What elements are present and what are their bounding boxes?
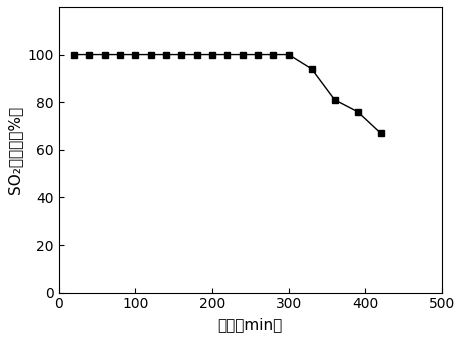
- X-axis label: 时间（min）: 时间（min）: [218, 317, 283, 332]
- Y-axis label: SO₂去除率（%）: SO₂去除率（%）: [7, 106, 22, 194]
